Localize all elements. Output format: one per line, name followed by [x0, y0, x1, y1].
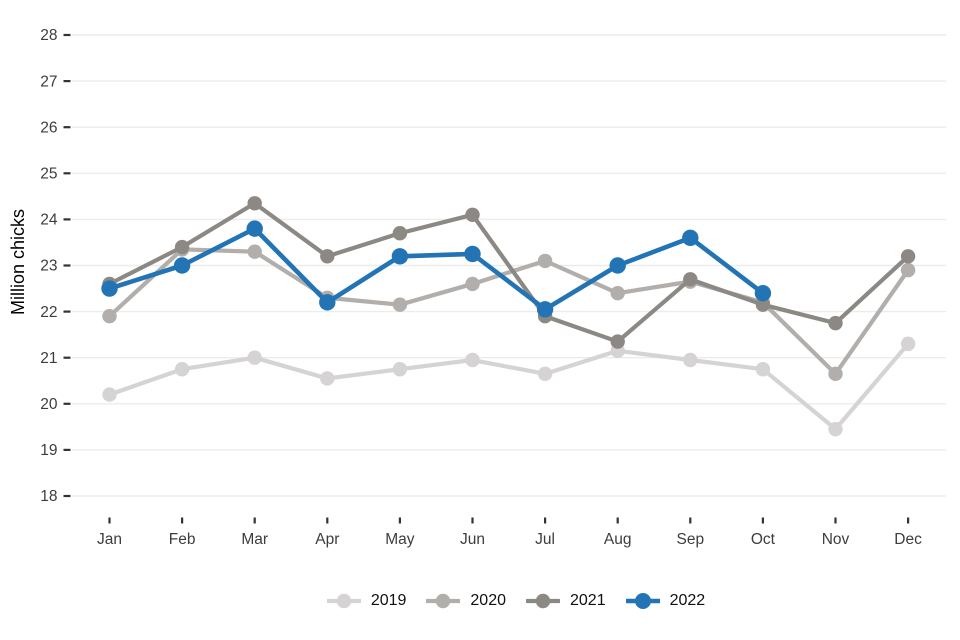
point-2019-Nov	[828, 421, 843, 437]
point-2019-Dec	[900, 336, 916, 352]
point-2022-Apr	[319, 294, 336, 311]
y-tick-label-19: 19	[40, 442, 57, 459]
x-axis-ticks: Jan Feb Mar Apr May Jun Jul Aug Sep Oct Nov Dec	[97, 517, 922, 548]
y-tick-label-26: 26	[40, 119, 57, 136]
x-tick-label-May: May	[385, 531, 415, 548]
point-2022-May	[391, 248, 409, 265]
y-tick-label-28: 28	[40, 27, 57, 44]
point-2022-Jun	[464, 245, 481, 263]
point-2021-Apr	[320, 249, 335, 264]
point-2019-Mar	[247, 350, 262, 365]
point-2019-Oct	[755, 362, 771, 377]
legend-item-2022: 2022	[625, 591, 706, 611]
point-2021-Oct	[755, 297, 771, 312]
legend-item-2019: 2019	[326, 591, 407, 611]
series-line-2020	[107, 247, 911, 376]
legend-item-2021: 2021	[526, 591, 606, 611]
point-2021-Dec	[900, 249, 916, 264]
point-2021-Feb	[174, 239, 190, 255]
y-tick-label-27: 27	[40, 73, 57, 90]
x-tick-label-Oct: Oct	[751, 531, 776, 548]
series-line-2022	[107, 226, 766, 312]
legend-marker-2022	[625, 593, 660, 609]
y-tick-label-23: 23	[40, 258, 57, 275]
series-lines	[101, 196, 916, 437]
legend: 2019 2020 2021 2022	[0, 584, 960, 618]
legend-label-2019: 2019	[370, 592, 407, 609]
x-tick-label-Dec: Dec	[894, 531, 922, 548]
legend-item-2020: 2020	[426, 591, 506, 611]
series-line-2021	[107, 201, 911, 344]
x-tick-label-Sep: Sep	[677, 531, 705, 548]
point-2021-Nov	[828, 315, 843, 331]
point-2021-Aug	[610, 334, 625, 349]
x-tick-label-Nov: Nov	[822, 531, 850, 548]
point-2022-Feb	[173, 257, 191, 274]
point-2020-Aug	[610, 285, 625, 301]
point-2019-May	[392, 362, 408, 377]
x-tick-label-Mar: Mar	[241, 531, 268, 548]
point-2019-Sep	[683, 352, 698, 368]
y-tick-label-25: 25	[40, 166, 57, 183]
x-tick-label-Feb: Feb	[169, 531, 196, 548]
x-tick-label-Jul: Jul	[535, 531, 555, 548]
y-tick-label-18: 18	[40, 488, 57, 505]
point-2022-Oct	[754, 284, 772, 302]
x-tick-label-Apr: Apr	[315, 531, 339, 548]
legend-marker-2019	[326, 593, 361, 609]
legend-dot	[634, 593, 651, 609]
point-2022-Mar	[246, 220, 263, 237]
point-2019-Jun	[465, 352, 480, 368]
point-2019-Jan	[102, 387, 117, 402]
point-2021-Sep	[683, 272, 698, 287]
x-tick-label-Jun: Jun	[460, 531, 485, 548]
legend-dot	[336, 593, 352, 609]
legend-marker-2021	[526, 593, 560, 609]
point-2019-Apr	[320, 371, 335, 386]
legend-dot	[535, 593, 551, 609]
point-2021-Jun	[465, 207, 480, 222]
point-2019-Jul	[537, 366, 553, 382]
y-tick-label-21: 21	[40, 350, 57, 367]
y-tick-label-20: 20	[40, 396, 58, 413]
point-2020-Dec	[900, 262, 916, 278]
point-2020-Mar	[247, 244, 262, 259]
legend-label-2021: 2021	[570, 592, 606, 609]
point-2022-Jul	[536, 301, 554, 318]
point-2020-Jan	[102, 309, 117, 324]
point-2021-Mar	[247, 196, 262, 211]
series-line-2019	[107, 341, 911, 432]
y-axis-ticks: 18 19 20 21 22 23 24 25 26 27 28	[40, 27, 71, 505]
point-2021-May	[392, 226, 408, 241]
point-2020-Jul	[537, 253, 553, 269]
x-tick-label-Jan: Jan	[97, 531, 122, 548]
point-2019-Feb	[174, 362, 190, 377]
y-tick-label-22: 22	[40, 304, 57, 321]
point-2022-Aug	[609, 257, 626, 274]
x-tick-label-Aug: Aug	[604, 531, 632, 548]
point-2022-Jan	[101, 280, 118, 297]
point-2020-Jun	[465, 276, 480, 292]
point-2020-Nov	[828, 366, 843, 382]
legend-label-2022: 2022	[669, 592, 706, 609]
legend-marker-2020	[426, 593, 461, 609]
legend-dot	[436, 593, 451, 609]
y-tick-label-24: 24	[40, 212, 58, 229]
legend-label-2020: 2020	[470, 592, 506, 609]
point-2020-May	[392, 297, 408, 312]
point-2022-Sep	[682, 229, 699, 247]
y-axis-title: Million chicks	[8, 209, 28, 315]
